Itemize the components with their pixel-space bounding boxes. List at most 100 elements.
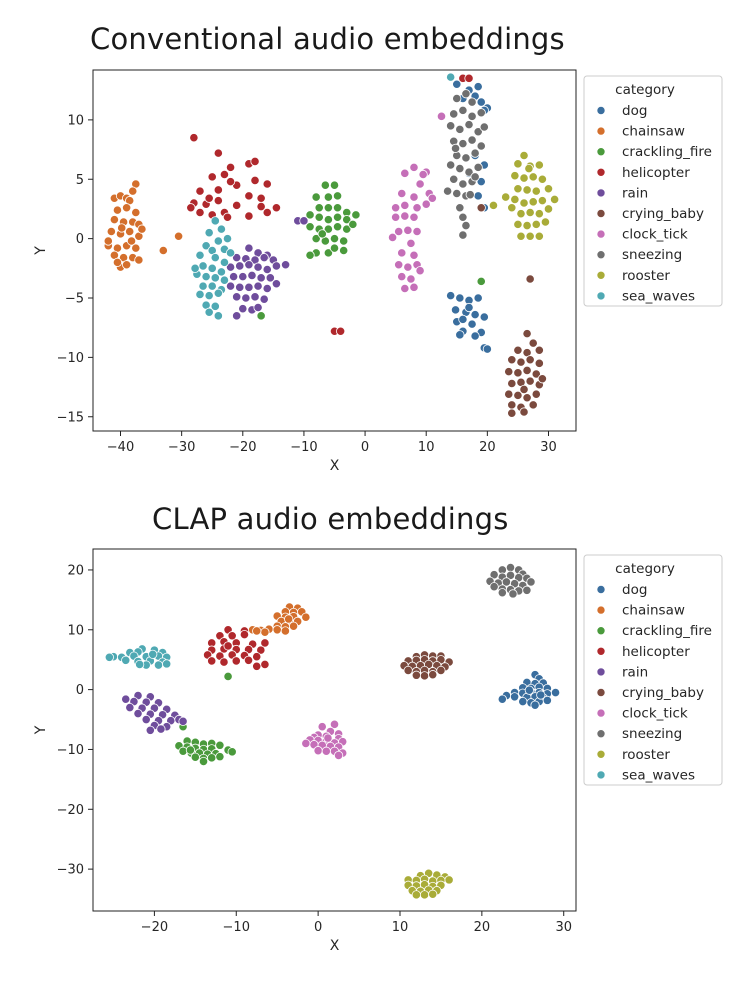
- data-point-sneezing: [489, 582, 499, 592]
- data-point-clock-tick: [394, 226, 404, 237]
- data-point-sneezing: [449, 174, 459, 184]
- data-point-rain: [244, 243, 254, 253]
- data-point-crying-baby: [528, 338, 538, 348]
- data-point-rooster: [528, 197, 538, 207]
- data-point-clock-tick: [421, 199, 431, 209]
- data-point-dog: [550, 688, 561, 698]
- legend-label-helicopter: helicopter: [622, 165, 690, 181]
- y-axis-label: Y: [33, 725, 49, 735]
- data-point-crackling-fire: [185, 745, 196, 755]
- data-point-clock-tick: [427, 193, 437, 203]
- data-point-rooster: [522, 185, 532, 195]
- data-point-rooster: [516, 209, 526, 219]
- scatter-points: [103, 72, 560, 418]
- data-point-rooster: [519, 150, 529, 161]
- data-point-sneezing: [452, 188, 462, 199]
- data-point-clock-tick: [387, 232, 398, 243]
- legend-label-crying-baby: crying_baby: [622, 206, 704, 222]
- data-point-sea-waves: [195, 250, 205, 260]
- data-point-helicopter: [219, 169, 230, 180]
- data-point-chainsaw: [122, 203, 132, 213]
- legend-label-rain: rain: [622, 664, 648, 680]
- legend-marker-rain: [596, 667, 606, 677]
- x-axis-label: X: [330, 938, 340, 954]
- data-point-crackling-fire: [198, 756, 209, 767]
- data-point-crackling-fire: [305, 222, 315, 232]
- data-point-crackling-fire: [332, 222, 343, 232]
- data-point-sea-waves: [207, 281, 217, 291]
- data-point-rooster: [488, 200, 499, 210]
- data-point-rain: [232, 253, 242, 263]
- data-point-rain: [133, 708, 143, 719]
- data-point-crying-baby: [513, 368, 523, 378]
- legend-marker-rooster: [596, 270, 606, 280]
- x-tick-label: 20: [479, 440, 496, 455]
- data-point-sneezing: [467, 97, 477, 107]
- data-point-sneezing: [473, 127, 483, 137]
- x-tick-label: 30: [540, 440, 557, 455]
- data-point-helicopter: [207, 172, 217, 182]
- data-point-sneezing: [526, 577, 536, 587]
- data-point-rain: [125, 702, 135, 713]
- legend-marker-crackling-fire: [596, 626, 606, 636]
- data-point-rooster: [550, 194, 560, 205]
- data-point-clock-tick: [323, 733, 333, 743]
- data-point-sea-waves: [210, 301, 220, 311]
- data-point-crying-baby: [528, 400, 538, 410]
- data-point-rooster: [510, 194, 520, 205]
- data-point-helicopter: [252, 661, 262, 671]
- data-point-rain: [244, 260, 254, 270]
- data-point-sea-waves: [121, 655, 131, 665]
- data-point-helicopter: [250, 175, 260, 186]
- data-point-clock-tick: [400, 283, 410, 294]
- data-point-helicopter: [262, 179, 272, 189]
- legend-marker-chainsaw: [596, 126, 606, 136]
- legend-label-rooster: rooster: [622, 747, 670, 763]
- data-point-sneezing: [508, 589, 518, 599]
- legend-marker-clock-tick: [596, 229, 606, 239]
- data-point-sneezing: [458, 105, 468, 115]
- legend-marker-helicopter: [596, 168, 606, 177]
- x-tick-label: 0: [314, 920, 322, 935]
- data-point-clock-tick: [403, 225, 413, 235]
- legend-marker-dog: [596, 585, 606, 594]
- data-point-sneezing: [443, 186, 453, 196]
- data-point-crying-baby: [525, 355, 535, 365]
- data-point-sea-waves: [201, 241, 211, 251]
- data-point-clock-tick: [409, 250, 419, 260]
- data-point-crying-baby: [519, 407, 529, 417]
- data-point-sneezing: [449, 109, 459, 119]
- data-point-rain: [280, 260, 291, 270]
- y-axis-label: Y: [33, 246, 49, 256]
- data-point-crying-baby: [534, 358, 544, 368]
- data-point-rooster: [534, 209, 544, 219]
- data-point-crackling-fire: [332, 203, 343, 213]
- x-tick-label: −40: [107, 440, 134, 455]
- legend-label-clock-tick: clock_tick: [622, 227, 688, 243]
- data-point-crackling-fire: [339, 245, 349, 256]
- data-point-clock-tick: [301, 738, 311, 749]
- data-point-crying-baby: [513, 345, 523, 355]
- data-point-rooster: [525, 207, 535, 218]
- data-point-sneezing: [461, 220, 471, 231]
- data-point-helicopter: [260, 659, 270, 670]
- data-point-rooster: [522, 220, 532, 231]
- data-point-crackling-fire: [323, 192, 333, 202]
- data-point-rain: [271, 279, 282, 289]
- data-point-clock-tick: [412, 226, 422, 237]
- data-point-helicopter: [213, 196, 223, 206]
- data-point-dog: [467, 319, 477, 329]
- data-point-crying-baby: [436, 665, 446, 676]
- data-point-crackling-fire: [323, 248, 333, 258]
- legend-label-sea-waves: sea_waves: [622, 767, 695, 783]
- legend-label-dog: dog: [622, 103, 647, 119]
- data-point-rain: [145, 725, 155, 735]
- data-point-rooster: [419, 890, 430, 900]
- data-point-chainsaw: [112, 205, 123, 215]
- data-point-clock-tick: [329, 719, 340, 729]
- data-point-crying-baby: [537, 374, 547, 384]
- legend-marker-sea-waves: [596, 291, 606, 301]
- data-point-rain: [259, 294, 269, 304]
- data-point-rain: [256, 273, 266, 283]
